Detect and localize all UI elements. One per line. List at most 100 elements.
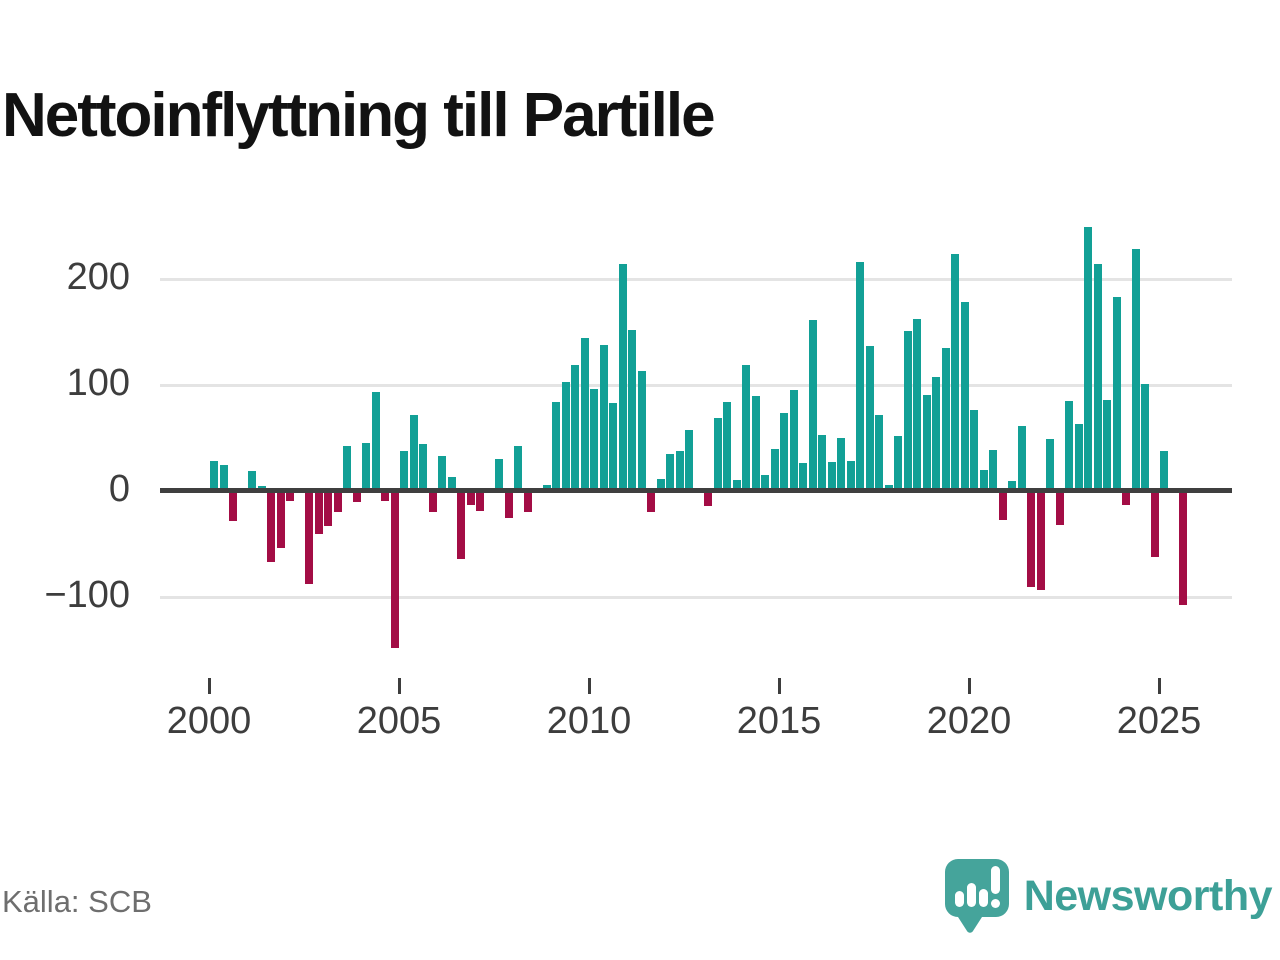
bar-positive [609,403,617,491]
bar-positive [865,345,874,491]
bar-positive [1008,481,1016,491]
gridline-100 [160,384,1232,387]
bar-positive [780,412,788,491]
gridline-200 [160,278,1232,281]
bar-positive [675,450,684,491]
bar-negative [504,491,513,518]
bar-negative [523,491,532,513]
bar-positive [941,347,950,491]
bar-negative [1122,491,1130,505]
bar-positive [495,459,503,491]
bar-positive [571,364,579,491]
bar-positive [1074,424,1083,491]
bar-positive [808,320,817,491]
bar-positive [751,395,760,491]
bar-negative [267,491,275,563]
bar-positive [846,461,855,491]
bar-positive [732,480,741,491]
bar-positive [371,392,380,491]
bar-positive [248,470,256,491]
bar-negative [381,491,389,501]
bar-positive [837,438,845,491]
x-axis-label-2025: 2025 [1116,700,1202,742]
bar-positive [666,453,674,491]
gridline--100 [160,596,1232,599]
bar-positive [922,394,931,491]
bar-positive [960,302,969,491]
bar-positive [343,446,351,491]
bar-positive [723,401,731,491]
bar-positive [628,329,636,491]
bar-positive [1093,264,1102,491]
x-axis-tick-2010 [588,678,591,694]
bar-negative [352,491,361,502]
bar-positive [799,463,807,491]
bar-negative [998,491,1007,520]
x-axis-tick-2020 [968,678,971,694]
bar-negative [390,491,399,648]
bar-positive [827,462,836,491]
bar-positive [970,410,978,491]
bar-positive [979,469,988,491]
y-axis-label-0: 0 [108,468,130,510]
bar-positive [419,444,427,491]
bar-positive [1046,439,1054,491]
bar-negative [457,491,465,559]
bar-negative [324,491,332,526]
bar-positive [580,338,589,491]
bar-positive [770,448,779,491]
chart-title: Nettoinflyttning till Partille [2,80,716,150]
source-attribution: Källa: SCB [2,884,152,919]
x-axis-tick-2015 [778,678,781,694]
bar-positive [447,477,456,491]
bar-positive [1112,297,1121,491]
bar-positive [894,435,902,491]
bar-positive [903,330,912,491]
bar-positive [1017,426,1026,491]
bar-negative [1036,491,1045,590]
bar-negative [314,491,323,535]
bar-negative [1150,491,1159,557]
bar-negative [704,491,712,506]
bar-positive [219,464,228,491]
bar-negative [229,491,237,521]
bar-positive [932,376,940,491]
bar-negative [305,491,313,585]
bar-positive [1065,400,1073,491]
bar-positive [913,319,921,491]
bar-positive [656,479,665,491]
bar-positive [409,414,418,491]
y-axis-label-100: 100 [66,362,130,404]
bar-negative [333,491,342,513]
bar-positive [1131,249,1140,491]
bar-positive [856,262,864,491]
bar-positive [210,461,218,491]
newsworthy-bubble-icon [944,858,1010,934]
x-axis-tick-2025 [1158,678,1161,694]
bar-positive [875,414,883,491]
bar-negative [286,491,294,501]
newsworthy-logo[interactable]: Newsworthy [944,858,1273,934]
bar-positive [951,253,959,491]
bar-positive [1103,399,1111,491]
bar-negative [276,491,285,549]
bar-positive [989,449,997,491]
bar-negative [1027,491,1035,588]
bar-positive [599,344,608,491]
bar-positive [685,429,693,491]
bar-negative [647,491,655,513]
bar-positive [742,364,750,491]
bar-positive [818,434,826,491]
newsworthy-wordmark: Newsworthy [1023,871,1273,920]
bar-positive [438,456,446,491]
bar-negative [1055,491,1064,525]
bar-positive [637,371,646,491]
bar-negative [476,491,484,512]
y-axis-label-200: 200 [66,256,130,298]
bar-negative [1179,491,1187,606]
bar-positive [1084,227,1092,491]
x-axis-label-2015: 2015 [736,700,822,742]
x-axis-label-2020: 2020 [926,700,1012,742]
bar-positive [362,443,370,491]
